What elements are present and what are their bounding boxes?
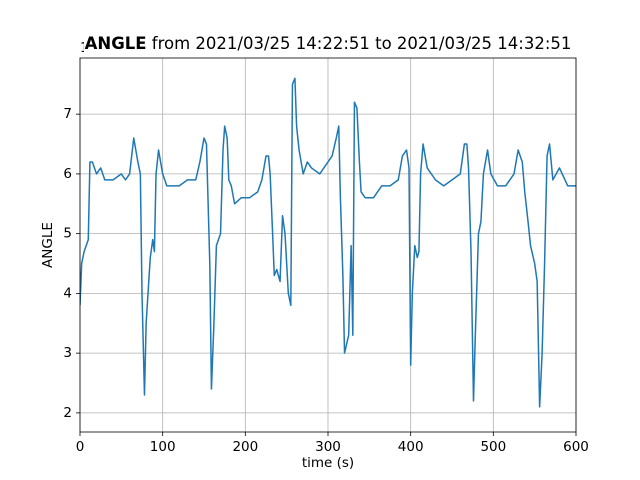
plot-area: 0 100 200 300 400 500 600 2 3 4 5 6 7	[63, 57, 589, 455]
y-tick-label: 4	[63, 285, 72, 301]
x-tick-label: 600	[563, 439, 589, 455]
x-tick-label: 200	[232, 439, 258, 455]
line	[80, 77, 576, 408]
title-backdrop	[84, 34, 148, 54]
x-tick-label: 100	[150, 439, 176, 455]
x-tick-label: 500	[480, 439, 506, 455]
y-tick-label: 7	[63, 106, 72, 122]
chart-title: ANGLE from 2021/03/25 14:22:51 to 2021/0…	[85, 34, 572, 53]
y-tick-label: 3	[63, 345, 72, 361]
x-axis-label: time (s)	[302, 455, 354, 471]
axes-frame	[79, 57, 577, 433]
title-rest: from 2021/03/25 14:22:51 to 2021/03/25 1…	[152, 34, 572, 53]
y-axis-label: ANGLE	[40, 222, 56, 268]
y-tick-label: 5	[63, 226, 72, 242]
y-tick-label: 2	[63, 405, 72, 421]
x-tick-label: 0	[76, 439, 85, 455]
title-bold: ANGLE	[85, 34, 147, 53]
y-tick-label: 6	[63, 166, 72, 182]
x-tick-label: 300	[315, 439, 341, 455]
x-tick-label: 400	[398, 439, 424, 455]
